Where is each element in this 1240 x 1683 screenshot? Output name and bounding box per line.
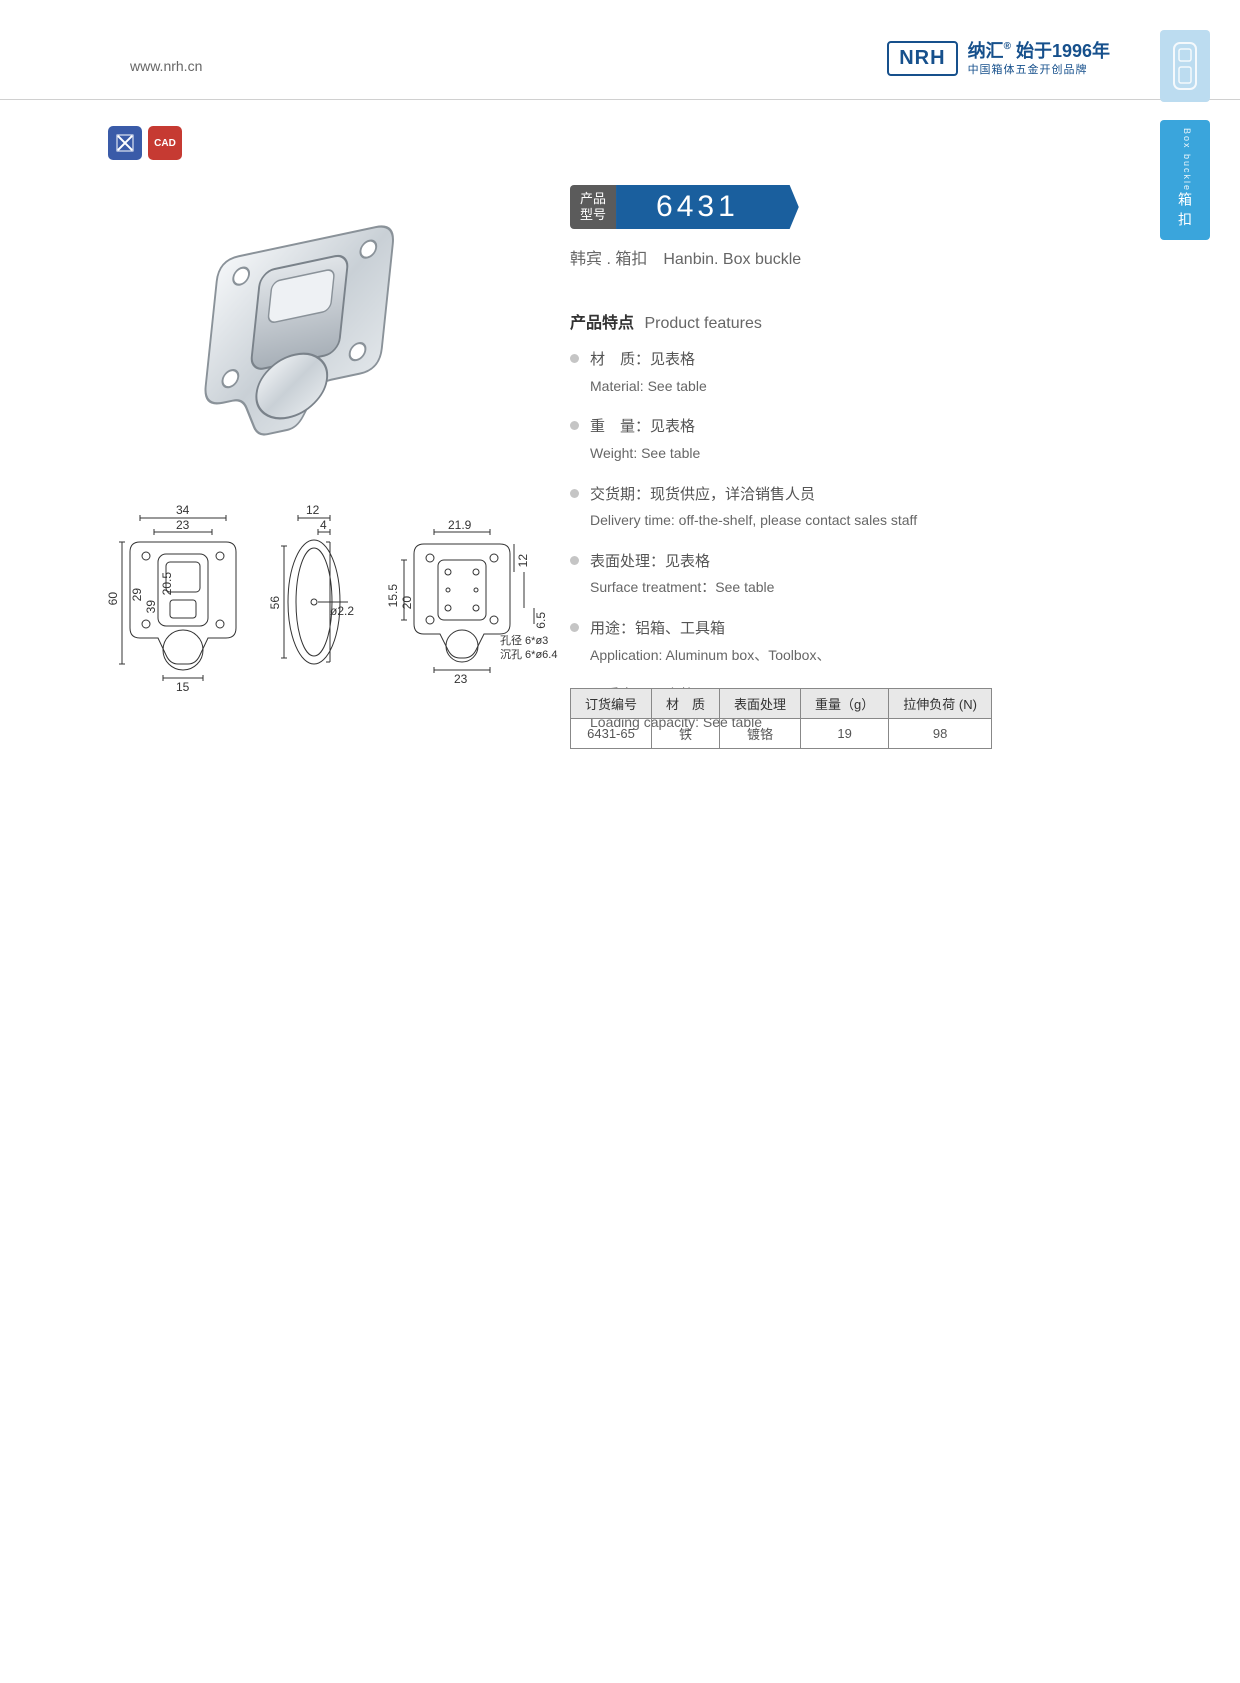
model-row: 产品 型号 6431 [570,185,1130,229]
product-thumb-icon [1160,30,1210,102]
drawing-back: 21.9 12 15.5 20 6.5 23 孔径 6*ø3 沉孔 6*ø6.4 [390,500,560,710]
feature-item: 重 量：见表格 Weight: See table [570,414,1130,465]
dim-29: 29 [130,588,144,601]
page-header: www.nrh.cn NRH 纳汇® 始于1996年 中国箱体五金开创品牌 [0,30,1240,100]
features-title: 产品特点 Product features [570,309,1130,333]
product-info: 产品 型号 6431 韩宾 . 箱扣 Hanbin. Box buckle 产品… [570,185,1130,751]
dim-4: 4 [320,518,327,532]
drawing-front: 34 23 60 29 39 20.5 15 [110,500,240,710]
tagline-sub: 中国箱体五金开创品牌 [968,63,1110,77]
website-url: www.nrh.cn [130,58,202,74]
side-tabs: Box buckle 箱扣 [1160,30,1210,240]
logo-text: 纳汇® 始于1996年 中国箱体五金开创品牌 [968,40,1110,78]
dim-65: 6.5 [534,612,548,629]
feature-item: 用途：铝箱、工具箱 Application: Aluminum box、Tool… [570,616,1130,667]
dim-hole: ø2.2 [330,604,354,618]
tagline-main: 纳汇® 始于1996年 [968,40,1110,63]
cad-icon: CAD [148,126,182,160]
model-number: 6431 [616,185,799,229]
table-row: 6431-65 铁 镀铬 19 98 [571,719,992,749]
dim-39: 39 [144,600,158,613]
dim-60: 60 [106,592,120,605]
table-header-row: 订货编号 材 质 表面处理 重量（g） 拉伸负荷 (N) [571,689,992,719]
product-subtitle: 韩宾 . 箱扣 Hanbin. Box buckle [570,245,1130,269]
dim-205: 20.5 [160,572,174,595]
feature-item: 表面处理：见表格 Surface treatment：See table [570,549,1130,600]
th-material: 材 质 [652,689,720,719]
th-surface: 表面处理 [720,689,801,719]
dim-219: 21.9 [448,518,471,532]
features-list: 材 质：见表格 Material: See table 重 量：见表格 Weig… [570,347,1130,735]
spec-table: 订货编号 材 质 表面处理 重量（g） 拉伸负荷 (N) 6431-65 铁 镀… [570,688,992,749]
hole-note2: 沉孔 6*ø6.4 [500,646,557,662]
feature-item: 交货期：现货供应，详洽销售人员 Delivery time: off-the-s… [570,482,1130,533]
th-weight: 重量（g） [801,689,889,719]
dim-155: 15.5 [386,584,400,607]
logo-mark: NRH [887,41,957,76]
drawing-side: 12 4 56 ø2.2 [270,500,360,710]
feature-item: 材 质：见表格 Material: See table [570,347,1130,398]
dim-b23: 23 [454,672,467,686]
category-tab: Box buckle 箱扣 [1160,120,1210,240]
brand-logo: NRH 纳汇® 始于1996年 中国箱体五金开创品牌 [887,40,1110,78]
th-code: 订货编号 [571,689,652,719]
th-load: 拉伸负荷 (N) [889,689,992,719]
model-label: 产品 型号 [570,185,616,229]
dim-b12: 12 [516,554,530,567]
dim-56: 56 [268,596,282,609]
action-badges: CAD [108,126,182,160]
dim-20: 20 [400,596,414,609]
measure-icon [108,126,142,160]
dim-12: 12 [306,503,319,517]
technical-drawings: 34 23 60 29 39 20.5 15 12 4 56 [110,500,550,740]
product-photo [170,220,490,460]
dim-15: 15 [176,680,189,694]
dim-23: 23 [176,518,189,532]
dim-34: 34 [176,503,189,517]
